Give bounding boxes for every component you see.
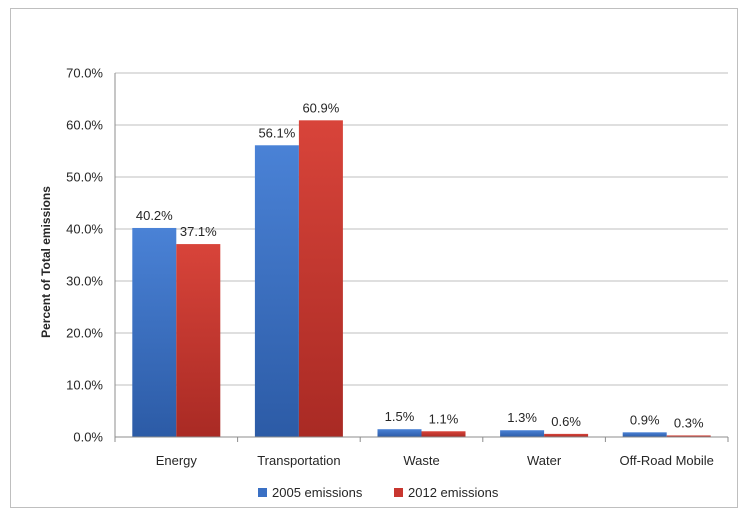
bar-2012-emissions	[176, 244, 221, 437]
y-tick-label: 60.0%	[66, 118, 103, 133]
bar-2005-emissions	[254, 145, 299, 437]
data-labels: 40.2% 37.1% 56.1% 60.9% 1.5% 1.1% 1.3% 0.6% 0.9%…	[136, 100, 704, 430]
bar-2005-emissions	[500, 430, 545, 437]
data-label: 0.3%	[674, 415, 704, 430]
bar-2005-emissions	[377, 429, 422, 437]
y-tick-label: 50.0%	[66, 170, 103, 185]
legend-label: 2005 emissions	[272, 485, 363, 500]
legend-swatch	[258, 488, 267, 497]
y-tick-label: 40.0%	[66, 222, 103, 237]
x-tick-label: Waste	[403, 453, 439, 468]
data-label: 1.3%	[507, 410, 537, 425]
legend-swatch	[394, 488, 403, 497]
bar-2012-emissions	[544, 433, 589, 437]
y-tick-label: 20.0%	[66, 326, 103, 341]
bar-2005-emissions	[132, 227, 177, 437]
data-label: 0.9%	[630, 412, 660, 427]
x-tick-label: Off-Road Mobile	[619, 453, 713, 468]
x-tick-label: Energy	[156, 453, 198, 468]
bar-2012-emissions	[421, 431, 466, 437]
bar-2012-emissions	[666, 435, 711, 437]
y-axis-label: Percent of Total emissions	[39, 186, 53, 338]
bar-2012-emissions	[298, 120, 343, 437]
chart-frame	[10, 8, 738, 508]
data-label: 37.1%	[180, 224, 217, 239]
y-tick-label: 0.0%	[73, 430, 103, 445]
x-tick-label: Transportation	[257, 453, 340, 468]
y-tick-label: 70.0%	[66, 66, 103, 81]
data-label: 56.1%	[258, 125, 295, 140]
bar-2005-emissions	[622, 432, 667, 437]
bars	[132, 120, 711, 437]
data-label: 0.6%	[551, 414, 581, 429]
data-label: 40.2%	[136, 208, 173, 223]
y-tick-label: 10.0%	[66, 378, 103, 393]
legend: 2005 emissions 2012 emissions	[258, 485, 499, 500]
legend-label: 2012 emissions	[408, 485, 499, 500]
x-tick-label: Water	[527, 453, 562, 468]
data-label: 1.5%	[385, 409, 415, 424]
axes: 0.0% 10.0% 20.0% 30.0% 40.0% 50.0% 60.0% 70.0% E…	[66, 66, 729, 468]
data-label: 60.9%	[302, 100, 339, 115]
data-label: 1.1%	[429, 411, 459, 426]
y-tick-label: 30.0%	[66, 274, 103, 289]
